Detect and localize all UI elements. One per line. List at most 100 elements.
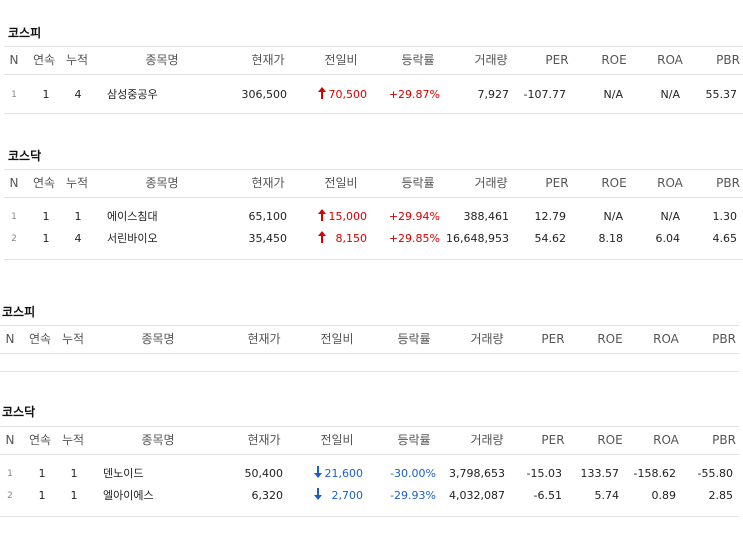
- header-top-line: [0, 426, 739, 427]
- column-header: ROA: [653, 332, 679, 346]
- up-arrow: [318, 209, 326, 221]
- cell: 21,600: [324, 467, 364, 480]
- cell: -158.62: [633, 467, 676, 480]
- cell: 1.30: [712, 210, 738, 223]
- column-header: 종목명: [145, 176, 179, 190]
- column-header: N: [9, 176, 19, 190]
- cell: 50,400: [244, 467, 284, 480]
- cell: 1: [42, 232, 50, 245]
- column-header: 전일비: [324, 176, 358, 190]
- cell: -15.03: [526, 467, 562, 480]
- column-header: ROA: [657, 176, 683, 190]
- column-header: PBR: [716, 176, 740, 190]
- column-header: 누적: [65, 176, 89, 190]
- column-header: N: [5, 332, 15, 346]
- column-header: 누적: [61, 332, 85, 346]
- column-header: ROA: [657, 53, 683, 67]
- cell: 7,927: [477, 88, 510, 101]
- cell: -107.77: [523, 88, 566, 101]
- cell: 15,000: [328, 210, 368, 223]
- column-header: 종목명: [145, 53, 179, 67]
- cell: N/A: [660, 210, 680, 223]
- column-header: N: [5, 433, 15, 447]
- cell: 65,100: [248, 210, 288, 223]
- cell: 1: [38, 489, 46, 502]
- cell: 70,500: [328, 88, 368, 101]
- cell: -29.93%: [390, 489, 436, 502]
- stock-name: 덴노이드: [103, 467, 144, 480]
- column-header: 등락률: [397, 433, 431, 447]
- column-header: 거래량: [470, 433, 504, 447]
- column-header: 거래량: [474, 53, 508, 67]
- section-title: 코스피: [8, 26, 42, 40]
- column-header: ROE: [597, 332, 623, 346]
- column-header: 연속: [28, 433, 52, 447]
- cell: 35,450: [248, 232, 288, 245]
- cell: 2,700: [331, 489, 364, 502]
- cell: 16,648,953: [446, 232, 509, 245]
- section-bottom-line: [0, 371, 739, 372]
- cell: 388,461: [463, 210, 510, 223]
- cell: 4: [74, 88, 82, 101]
- cell: 1: [11, 90, 17, 100]
- up-arrow: [318, 231, 326, 243]
- column-header: 거래량: [470, 332, 504, 346]
- cell: N/A: [660, 88, 680, 101]
- cell: 1: [70, 467, 78, 480]
- section-bottom-line: [0, 516, 739, 517]
- cell: 1: [74, 210, 82, 223]
- cell: N/A: [603, 210, 623, 223]
- column-header: 종목명: [141, 332, 175, 346]
- header-top-line: [4, 46, 743, 47]
- header-bottom-line: [0, 454, 739, 455]
- column-header: ROE: [601, 53, 627, 67]
- cell: 5.74: [594, 489, 620, 502]
- cell: 133.57: [580, 467, 620, 480]
- down-arrow: [314, 466, 322, 478]
- cell: +29.94%: [388, 210, 440, 223]
- column-header: 등락률: [401, 176, 435, 190]
- cell: +29.87%: [388, 88, 440, 101]
- column-header: 전일비: [324, 53, 358, 67]
- cell: 2: [11, 234, 17, 244]
- header-top-line: [4, 169, 743, 170]
- column-header: 현재가: [251, 176, 285, 190]
- column-header: 현재가: [251, 53, 285, 67]
- cell: 1: [7, 469, 13, 479]
- cell: 6,320: [251, 489, 284, 502]
- cell: 2: [7, 491, 13, 501]
- cell: 12.79: [534, 210, 567, 223]
- cell: -55.80: [697, 467, 733, 480]
- cell: N/A: [603, 88, 623, 101]
- column-header: PBR: [712, 433, 736, 447]
- header-bottom-line: [4, 74, 743, 75]
- cell: 1: [70, 489, 78, 502]
- column-header: 거래량: [474, 176, 508, 190]
- cell: 0.89: [651, 489, 677, 502]
- column-header: 연속: [32, 53, 56, 67]
- column-header: 종목명: [141, 433, 175, 447]
- column-header: 누적: [61, 433, 85, 447]
- cell: 4: [74, 232, 82, 245]
- stock-name: 삼성중공우: [107, 88, 158, 101]
- column-header: 등락률: [401, 53, 435, 67]
- stock-name: 엘아이에스: [103, 489, 154, 502]
- cell: 3,798,653: [449, 467, 505, 480]
- cell: 2.85: [708, 489, 734, 502]
- column-header: 전일비: [320, 332, 354, 346]
- column-header: PER: [545, 176, 569, 190]
- section-title: 코스피: [2, 305, 36, 319]
- cell: 1: [42, 88, 50, 101]
- header-top-line: [0, 325, 739, 326]
- column-header: PBR: [716, 53, 740, 67]
- cell: 54.62: [534, 232, 567, 245]
- column-header: N: [9, 53, 19, 67]
- column-header: 전일비: [320, 433, 354, 447]
- section-title: 코스닥: [8, 149, 42, 163]
- cell: 1: [42, 210, 50, 223]
- column-header: ROE: [601, 176, 627, 190]
- column-header: 현재가: [247, 433, 281, 447]
- cell: 8.18: [598, 232, 624, 245]
- section-bottom-line: [4, 259, 743, 260]
